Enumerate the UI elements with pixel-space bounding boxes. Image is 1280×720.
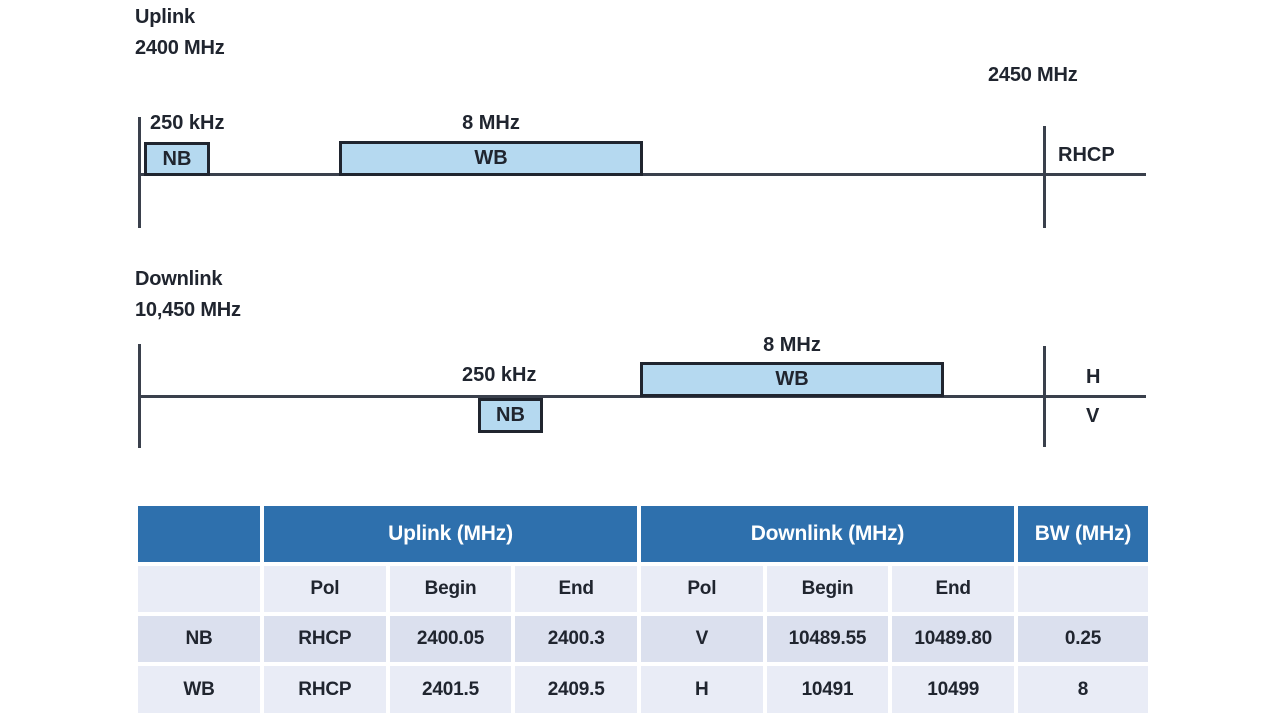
table-uplink-pol-header: Pol [264, 566, 386, 612]
table-subheader-empty-left [138, 566, 260, 612]
table-row-nb-uplink-pol: RHCP [264, 616, 386, 662]
frequency-table: Uplink (MHz) Downlink (MHz) BW (MHz) Pol… [138, 506, 1148, 713]
table-row-nb-uplink-end: 2400.3 [515, 616, 637, 662]
table-row-nb-downlink-begin: 10489.55 [766, 616, 889, 662]
downlink-polarization-h-label: H [1086, 366, 1101, 388]
downlink-nb-bandwidth-label: 250 kHz [462, 364, 537, 386]
downlink-title: Downlink [135, 268, 223, 290]
table-row-wb-downlink-end: 10499 [892, 666, 1014, 713]
downlink-nb-band-label: NB [496, 404, 525, 426]
table-downlink-group-header: Downlink (MHz) [640, 506, 1014, 562]
uplink-title-block: Uplink 2400 MHz [135, 2, 225, 64]
downlink-wb-band-box: WB [640, 362, 944, 397]
uplink-start-frequency: 2400 MHz [135, 37, 225, 59]
uplink-wb-band-label: WB [474, 147, 508, 169]
table-row-wb-name: WB [138, 666, 260, 713]
uplink-wb-band-box: WB [339, 141, 643, 176]
table-row-nb-downlink-pol: V [640, 616, 763, 662]
uplink-nb-band-label: NB [162, 147, 192, 170]
table-corner-cell [138, 506, 260, 562]
table-row-wb-downlink-pol: H [640, 666, 763, 713]
uplink-nb-bandwidth-label: 250 kHz [150, 112, 225, 134]
downlink-title-block: Downlink 10,450 MHz [135, 264, 241, 326]
table-downlink-pol-header: Pol [640, 566, 763, 612]
table-row-nb-uplink-begin: 2400.05 [389, 616, 512, 662]
table-uplink-end-header: End [515, 566, 637, 612]
table-downlink-begin-header: Begin [766, 566, 889, 612]
uplink-wb-bandwidth-label: 8 MHz [462, 112, 520, 134]
table-row-nb-name: NB [138, 616, 260, 662]
table-downlink-end-header: End [892, 566, 1014, 612]
uplink-end-frequency: 2450 MHz [988, 64, 1078, 86]
downlink-start-frequency: 10,450 MHz [135, 299, 241, 321]
uplink-nb-band-box: NB [144, 142, 210, 176]
table-row-wb-bw: 8 [1017, 666, 1148, 713]
table-row-wb-uplink-pol: RHCP [264, 666, 386, 713]
downlink-nb-band-box: NB [478, 398, 543, 433]
table-row-wb-downlink-begin: 10491 [766, 666, 889, 713]
uplink-axis-left-tick [138, 117, 141, 228]
uplink-axis-right-tick [1043, 126, 1046, 228]
downlink-wb-bandwidth-label: 8 MHz [763, 334, 821, 356]
uplink-polarization-label: RHCP [1058, 144, 1115, 166]
table-bw-header: BW (MHz) [1017, 506, 1148, 562]
table-row-nb-downlink-end: 10489.80 [892, 616, 1014, 662]
table-row-wb-uplink-begin: 2401.5 [389, 666, 512, 713]
downlink-wb-band-label: WB [775, 368, 809, 390]
downlink-polarization-v-label: V [1086, 405, 1100, 427]
table-row-wb-uplink-end: 2409.5 [515, 666, 637, 713]
table-uplink-group-header: Uplink (MHz) [264, 506, 637, 562]
uplink-title: Uplink [135, 6, 195, 28]
table-row-nb-bw: 0.25 [1017, 616, 1148, 662]
downlink-axis-right-tick [1043, 346, 1046, 447]
table-subheader-empty-right [1017, 566, 1148, 612]
table-uplink-begin-header: Begin [389, 566, 512, 612]
